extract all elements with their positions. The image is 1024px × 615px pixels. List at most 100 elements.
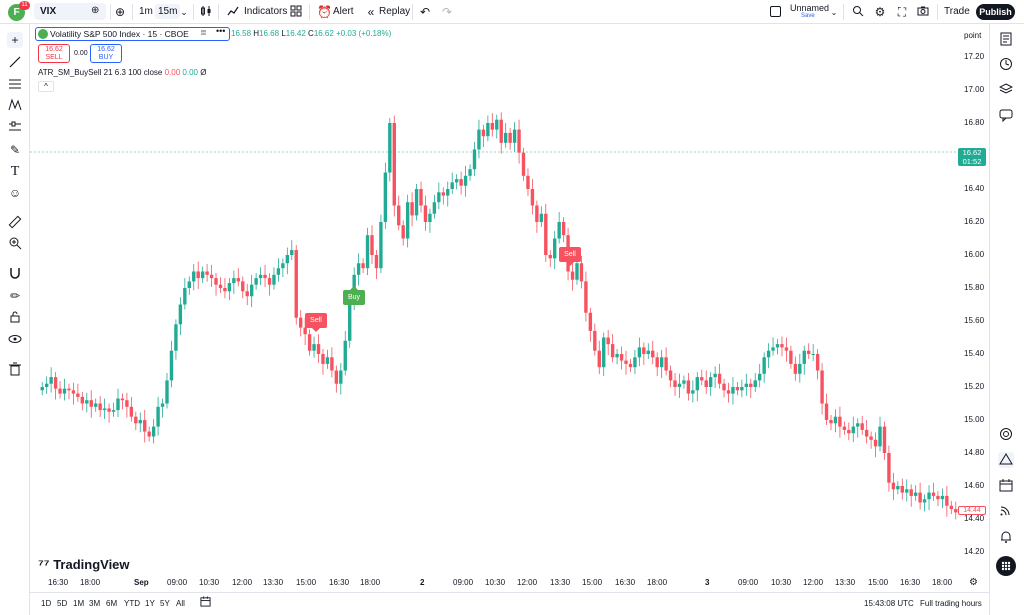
candle-body xyxy=(561,222,566,236)
apps-grid-icon[interactable] xyxy=(996,556,1016,576)
range-button-5y[interactable]: 5Y xyxy=(160,599,170,608)
lock-icon[interactable] xyxy=(7,310,23,326)
fib-icon[interactable] xyxy=(7,77,23,93)
replay-button[interactable]: Replay xyxy=(379,6,411,17)
ideas-icon[interactable] xyxy=(998,452,1014,468)
source-code-icon[interactable]: ≣ xyxy=(200,28,207,37)
publish-button[interactable]: Publish xyxy=(976,4,1015,20)
candle-body xyxy=(686,380,691,394)
trend-line-icon[interactable] xyxy=(7,55,23,71)
candle-body xyxy=(258,274,263,279)
time-tick-label: 18:00 xyxy=(932,578,953,587)
indicator-value-1: 0.00 xyxy=(164,68,181,77)
candle-body xyxy=(397,205,401,226)
layers-icon[interactable] xyxy=(998,82,1014,98)
indicators-button[interactable]: Indicators xyxy=(244,6,288,17)
candle-body xyxy=(388,123,392,173)
lock-drawings-icon[interactable]: ✏ xyxy=(9,289,21,303)
range-button-ytd[interactable]: YTD xyxy=(124,599,140,608)
candle-body xyxy=(290,250,294,255)
candle-body xyxy=(209,274,214,279)
ruler-icon[interactable] xyxy=(7,215,23,231)
symbol-search[interactable]: VIX ⊕ xyxy=(34,3,106,20)
range-button-1m[interactable]: 1M xyxy=(73,599,85,608)
zoom-in-icon[interactable] xyxy=(7,236,23,252)
indicator-legend[interactable]: ATR_SM_BuySell 21 6.3 100 close 0.00 0.0… xyxy=(38,68,206,77)
candle-body xyxy=(85,400,89,404)
session-selector[interactable]: Full trading hours xyxy=(920,599,982,608)
crosshair-icon[interactable]: + xyxy=(7,32,23,48)
time-tick-label: 10:30 xyxy=(771,578,792,587)
calendar-icon[interactable] xyxy=(998,478,1014,494)
collapse-legend-button[interactable]: ^ xyxy=(38,81,54,92)
chevron-down-icon[interactable]: ⌄ xyxy=(180,7,188,17)
candle-body xyxy=(829,420,833,424)
candle-body xyxy=(677,383,682,387)
range-button-1y[interactable]: 1Y xyxy=(145,599,155,608)
candle-body xyxy=(610,344,615,358)
chat-icon[interactable] xyxy=(998,108,1014,124)
range-button-1d[interactable]: 1D xyxy=(41,599,52,608)
candle-body xyxy=(125,400,129,407)
candle-body xyxy=(717,373,722,384)
magnet-icon[interactable] xyxy=(7,266,23,282)
redo-icon[interactable]: ↷ xyxy=(441,5,453,19)
interval-15m[interactable]: 15m xyxy=(155,4,181,19)
alert-button[interactable]: Alert xyxy=(333,6,354,17)
brush-icon[interactable]: ✎ xyxy=(9,143,21,157)
gear-icon[interactable]: ⚙ xyxy=(874,5,886,19)
time-tick-label: 16:30 xyxy=(329,578,350,587)
pattern-icon[interactable] xyxy=(7,98,23,114)
candle-body xyxy=(517,129,521,153)
search-icon[interactable] xyxy=(851,5,865,19)
date-range-icon[interactable] xyxy=(200,596,211,610)
range-button-all[interactable]: All xyxy=(176,599,185,608)
candle-body xyxy=(272,274,276,285)
layout-select-icon[interactable] xyxy=(770,6,781,17)
news-feed-icon[interactable] xyxy=(998,503,1014,519)
camera-icon[interactable] xyxy=(916,5,930,19)
layout-name[interactable]: Unnamed xyxy=(790,3,830,13)
range-button-3m[interactable]: 3M xyxy=(89,599,101,608)
utc-clock[interactable]: 15:43:08 UTC xyxy=(864,599,914,608)
add-symbol-icon[interactable]: ⊕ xyxy=(91,5,100,16)
fullscreen-icon[interactable]: ⛶ xyxy=(897,5,907,19)
target-icon[interactable] xyxy=(998,427,1014,443)
interval-1m[interactable]: 1m xyxy=(139,6,153,17)
chevron-down-icon[interactable]: ⌄ xyxy=(830,8,838,17)
watchlist-icon[interactable] xyxy=(998,32,1014,48)
forecast-icon[interactable] xyxy=(7,120,23,136)
alarm-clock-icon[interactable]: ⏰ xyxy=(317,5,332,19)
trash-icon[interactable] xyxy=(7,362,23,378)
replay-icon[interactable]: « xyxy=(367,5,375,19)
candle-body xyxy=(824,403,829,420)
buy-button[interactable]: 16.62 BUY xyxy=(90,44,122,63)
candle-body xyxy=(356,263,361,275)
eye-icon[interactable] xyxy=(7,332,23,348)
layout-grid-icon[interactable] xyxy=(289,5,303,19)
candle-body xyxy=(383,172,388,222)
candle-body xyxy=(62,388,67,394)
text-tool-icon[interactable]: T xyxy=(10,164,20,179)
more-icon[interactable]: ••• xyxy=(216,26,226,36)
compare-icon[interactable]: ⊕ xyxy=(114,5,126,19)
range-button-5d[interactable]: 5D xyxy=(57,599,68,608)
symbol-legend[interactable]: Volatility S&P 500 Index · 15 · CBOE ≣ •… xyxy=(35,26,230,41)
candle-body xyxy=(869,436,873,440)
candle-body xyxy=(71,390,76,394)
candle-body xyxy=(392,123,396,206)
notifications-bell-icon[interactable] xyxy=(998,530,1014,546)
alerts-clock-icon[interactable] xyxy=(998,57,1014,73)
indicators-icon[interactable] xyxy=(226,5,240,19)
candle-body xyxy=(227,283,232,292)
trade-button[interactable]: Trade xyxy=(944,6,970,17)
range-button-6m[interactable]: 6M xyxy=(106,599,118,608)
emoji-icon[interactable]: ☺ xyxy=(8,186,22,200)
layout-save-status: Save xyxy=(801,13,815,19)
chart-settings-icon[interactable]: ⚙ xyxy=(969,577,978,588)
sell-button[interactable]: 16.62 SELL xyxy=(38,44,70,63)
candle-style-icon[interactable] xyxy=(199,5,213,19)
candle-body xyxy=(316,344,321,354)
undo-icon[interactable]: ↶ xyxy=(419,5,431,19)
